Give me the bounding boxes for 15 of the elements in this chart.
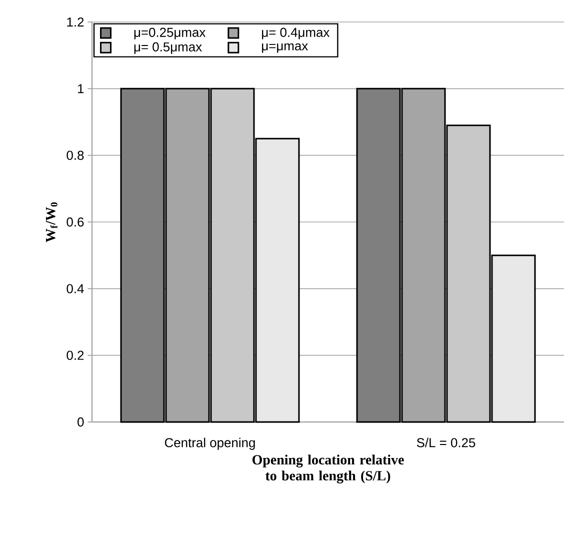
x-axis-title: Opening location relative to beam length (S/L) xyxy=(252,454,404,484)
y-tick-label: 0.6 xyxy=(66,217,84,227)
y-tick-label: 0 xyxy=(78,417,84,427)
x-tick-label: S/L = 0.25 xyxy=(416,438,476,448)
y-tick-label: 1 xyxy=(78,84,84,94)
legend-label: μ= 0.5μmax xyxy=(134,42,202,54)
y-tick-label: 0.4 xyxy=(66,284,84,294)
y-tick-label: 0.8 xyxy=(66,150,84,160)
y-tick-label: 0.2 xyxy=(66,350,84,360)
legend-label: μ=μmax xyxy=(262,43,308,53)
legend-label: μ=0.25μmax xyxy=(134,28,206,40)
y-axis-title: W$_{f}$/W$_{0}$ xyxy=(46,202,58,242)
x-tick-label: Central opening xyxy=(164,438,255,450)
legend-label: μ= 0.4μmax xyxy=(262,28,330,40)
y-tick-label: 1.2 xyxy=(67,17,84,27)
